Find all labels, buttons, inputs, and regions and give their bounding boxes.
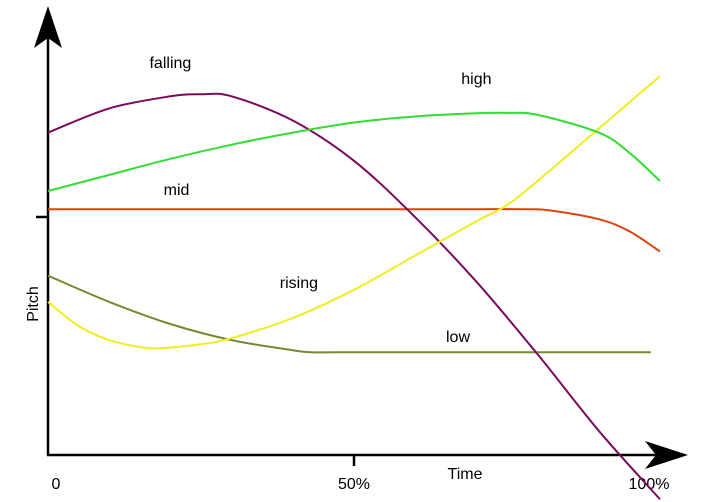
x-tick-label-0: 0: [52, 476, 61, 493]
series-label-low: low: [446, 329, 470, 346]
annotation-layer: falling high mid rising low: [149, 55, 491, 346]
series-label-high: high: [461, 71, 491, 88]
series-layer: [47, 75, 661, 500]
series-line-high: [47, 111, 661, 192]
x-axis-label: Time: [448, 466, 483, 483]
series-label-mid: mid: [164, 182, 190, 199]
series-label-rising: rising: [280, 275, 318, 292]
x-axis-arrow-icon: [645, 441, 688, 469]
series-line-low: [47, 274, 651, 354]
x-tick-label-100: 100%: [629, 476, 670, 493]
series-line-rising: [47, 75, 661, 350]
series-line-mid: [48, 208, 661, 253]
x-tick-label-50: 50%: [338, 476, 370, 493]
y-axis-label: Pitch: [25, 286, 42, 322]
y-axis-arrow-icon: [34, 6, 62, 48]
series-line-falling: [47, 92, 661, 500]
series-label-falling: falling: [149, 55, 191, 72]
